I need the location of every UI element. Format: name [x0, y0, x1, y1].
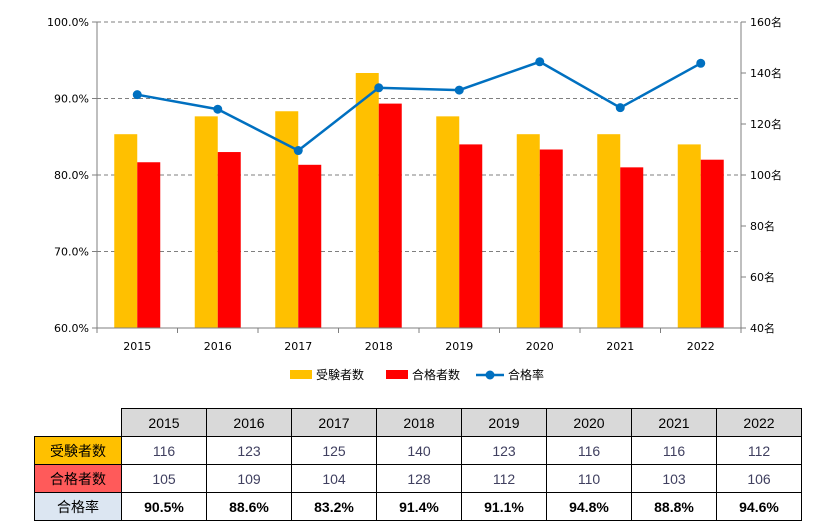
- line-pass-rate: [137, 60, 702, 152]
- table-cell: 90.5%: [121, 492, 207, 521]
- bar-applicants: [114, 134, 138, 328]
- right-axis-tick-label: 60名: [750, 270, 775, 284]
- line-point: [132, 90, 142, 100]
- bar-applicants: [597, 134, 621, 328]
- left-axis-tick-label: 100.0%: [47, 16, 89, 29]
- row-label-passers: 合格者数: [34, 464, 122, 493]
- right-axis-tick-label: 80名: [750, 219, 775, 233]
- bar-passers: [298, 164, 322, 328]
- x-axis-tick-label: 2018: [365, 340, 393, 353]
- table-header-cell: 2015: [121, 408, 207, 437]
- x-axis-tick-label: 2020: [526, 340, 554, 353]
- bar-passers: [137, 162, 161, 328]
- table-cell: 112: [461, 464, 547, 493]
- bar-applicants: [275, 111, 299, 328]
- table-cell: 110: [546, 464, 632, 493]
- legend-marker: [485, 370, 495, 380]
- table-cell: 91.4%: [376, 492, 462, 521]
- x-axis-tick-label: 2019: [445, 340, 473, 353]
- gridlines: [97, 21, 741, 252]
- table-cell: 94.6%: [716, 492, 802, 521]
- bar-passers: [378, 103, 402, 328]
- line-point: [696, 58, 706, 68]
- table-row-applicants: 受験者数 116 123 125 140 123 116 116 112: [34, 436, 802, 465]
- table-cell: 91.1%: [461, 492, 547, 521]
- table-cell: 112: [716, 436, 802, 465]
- table-row-passers: 合格者数 105 109 104 128 112 110 103 106: [34, 464, 802, 493]
- data-table: 2015 2016 2017 2018 2019 2020 2021 2022 …: [34, 408, 802, 521]
- bar-passers: [459, 144, 483, 328]
- bar-applicants: [355, 73, 379, 328]
- left-axis-tick-label: 90.0%: [54, 93, 89, 106]
- table-cell: 116: [546, 436, 632, 465]
- bar-series: [114, 73, 724, 328]
- bar-applicants: [677, 144, 701, 328]
- right-axis-tick-label: 160名: [750, 15, 782, 29]
- combo-chart: 60.0% 70.0% 80.0% 90.0% 100.0% 40名 60名 80名 100名 1…: [47, 15, 782, 382]
- bar-applicants: [194, 116, 218, 328]
- table-cell: 94.8%: [546, 492, 632, 521]
- legend-swatch: [386, 370, 408, 379]
- axes: 60.0% 70.0% 80.0% 90.0% 100.0% 40名 60名 80名 100名 1…: [47, 15, 782, 353]
- bar-passers: [700, 159, 724, 328]
- table-header-cell: 2017: [291, 408, 377, 437]
- line-point: [213, 104, 223, 114]
- x-axis-tick-label: 2016: [204, 340, 232, 353]
- right-axis-tick-label: 40名: [750, 321, 775, 335]
- x-axis-tick-label: 2022: [687, 340, 715, 353]
- row-label-pass-rate: 合格率: [34, 492, 122, 521]
- right-axis-tick-label: 120名: [750, 117, 782, 131]
- table-header-cell: 2018: [376, 408, 462, 437]
- table-cell: 116: [121, 436, 207, 465]
- x-axis-tick-label: 2015: [123, 340, 151, 353]
- table-header-cell: 2020: [546, 408, 632, 437]
- legend-label: 合格率: [508, 367, 544, 382]
- line-point: [615, 103, 625, 113]
- table-cell: 104: [291, 464, 377, 493]
- table-header-row: 2015 2016 2017 2018 2019 2020 2021 2022: [35, 408, 802, 437]
- legend-swatch: [290, 370, 312, 379]
- right-axis-tick-label: 100名: [750, 168, 782, 182]
- legend-label: 合格者数: [412, 367, 460, 382]
- table-header-cell: 2016: [206, 408, 292, 437]
- line-series: [132, 57, 706, 156]
- table-row-pass-rate: 合格率 90.5% 88.6% 83.2% 91.4% 91.1% 94.8% …: [34, 492, 802, 521]
- table-cell: 105: [121, 464, 207, 493]
- line-point: [374, 83, 384, 93]
- table-cell: 88.8%: [631, 492, 717, 521]
- table-cell: 103: [631, 464, 717, 493]
- right-axis-tick-label: 140名: [750, 66, 782, 80]
- table-cell: 116: [631, 436, 717, 465]
- bar-passers: [539, 149, 563, 328]
- bar-passers: [217, 152, 241, 328]
- x-axis-tick-label: 2021: [606, 340, 634, 353]
- table-cell: 140: [376, 436, 462, 465]
- bar-applicants: [516, 134, 540, 328]
- table-cell: 109: [206, 464, 292, 493]
- table-cell: 106: [716, 464, 802, 493]
- table-cell: 88.6%: [206, 492, 292, 521]
- table-cell: 123: [206, 436, 292, 465]
- table-header-cell: 2019: [461, 408, 547, 437]
- left-axis-tick-label: 60.0%: [54, 322, 89, 335]
- table-cell: 123: [461, 436, 547, 465]
- legend-label: 受験者数: [316, 367, 364, 382]
- table-header-cell: 2022: [716, 408, 802, 437]
- table-corner: [35, 409, 122, 437]
- left-axis-tick-label: 80.0%: [54, 169, 89, 182]
- table-header-cell: 2021: [631, 408, 717, 437]
- legend: 受験者数 合格者数 合格率: [290, 367, 544, 382]
- line-point: [454, 85, 464, 95]
- row-label-applicants: 受験者数: [34, 436, 122, 465]
- bar-applicants: [436, 116, 460, 328]
- left-axis-tick-label: 70.0%: [54, 246, 89, 259]
- line-point: [293, 146, 303, 156]
- bar-passers: [620, 167, 644, 328]
- table-cell: 83.2%: [291, 492, 377, 521]
- table-cell: 125: [291, 436, 377, 465]
- x-axis-tick-label: 2017: [284, 340, 312, 353]
- line-point: [535, 57, 545, 67]
- table-cell: 128: [376, 464, 462, 493]
